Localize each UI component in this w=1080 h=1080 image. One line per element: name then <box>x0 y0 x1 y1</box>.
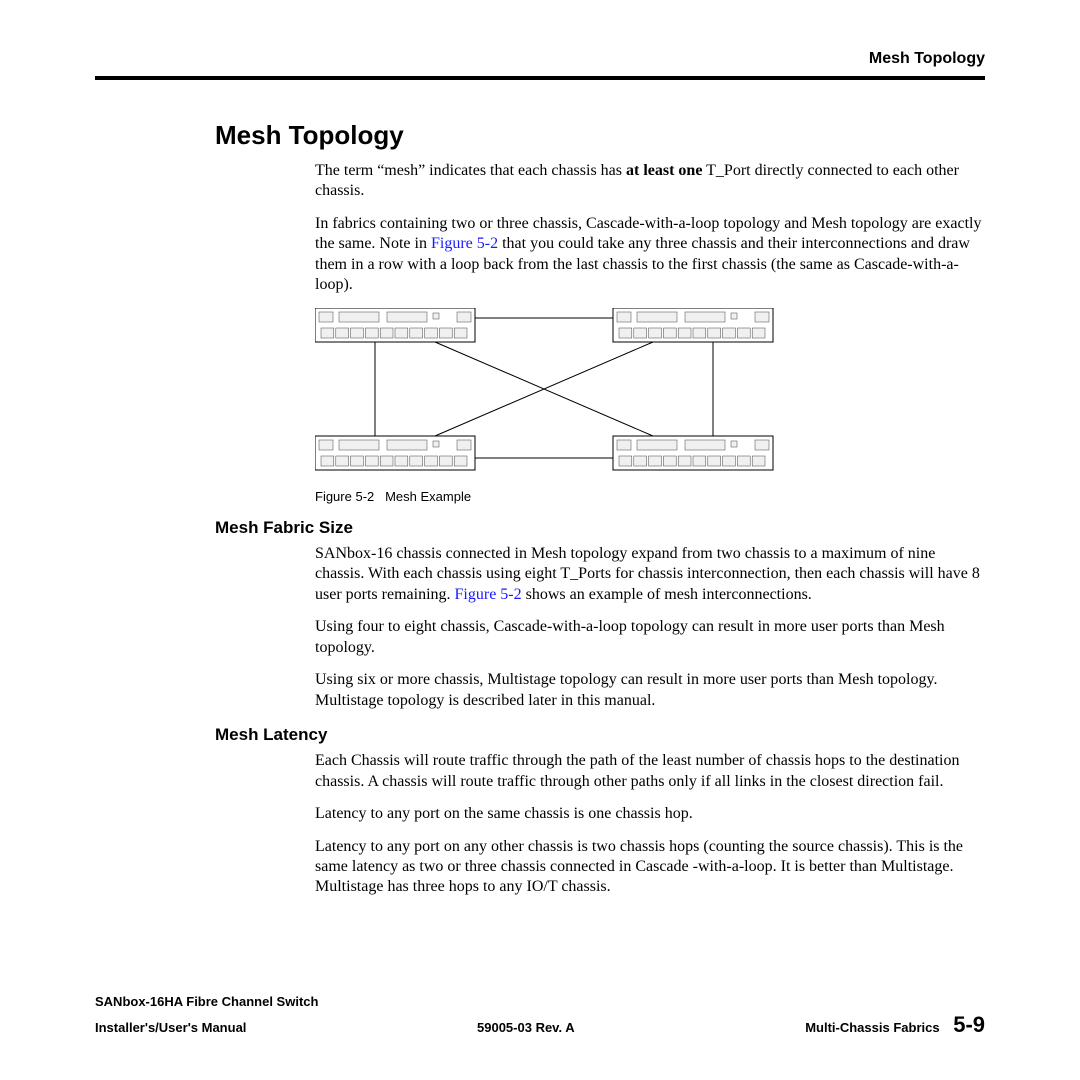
running-head: Mesh Topology <box>95 50 985 76</box>
footer-section: Multi-Chassis Fabrics <box>805 1020 939 1035</box>
footer-manual: Installer's/User's Manual <box>95 1020 246 1035</box>
sec1-p2: Using four to eight chassis, Cascade-wit… <box>315 617 985 658</box>
sec1-p1: SANbox-16 chassis connected in Mesh topo… <box>315 544 985 605</box>
page-title: Mesh Topology <box>215 120 985 151</box>
sec2-p1: Each Chassis will route traffic through … <box>315 751 985 792</box>
sec1-p3: Using six or more chassis, Multistage to… <box>315 670 985 711</box>
section-mesh-fabric-size: Mesh Fabric Size <box>215 518 985 538</box>
figure-caption-label: Figure 5-2 <box>315 489 374 504</box>
intro-p1: The term “mesh” indicates that each chas… <box>315 161 985 202</box>
section-mesh-latency: Mesh Latency <box>215 725 985 745</box>
footer-page-number: 5-9 <box>953 1012 985 1037</box>
sec2-p2: Latency to any port on the same chassis … <box>315 804 985 824</box>
figure-ref-link[interactable]: Figure 5-2 <box>431 235 498 252</box>
sec1-p1-b: shows an example of mesh interconnection… <box>522 586 812 603</box>
sec2-p3: Latency to any port on any other chassis… <box>315 837 985 898</box>
figure-5-2: Figure 5-2 Mesh Example <box>215 308 985 504</box>
figure-caption: Figure 5-2 Mesh Example <box>315 489 985 504</box>
intro-p1-a: The term “mesh” indicates that each chas… <box>315 162 626 179</box>
header-rule <box>95 76 985 80</box>
figure-ref-link-2[interactable]: Figure 5-2 <box>455 586 522 603</box>
intro-p1-bold: at least one <box>626 162 702 179</box>
page-footer: SANbox-16HA Fibre Channel Switch Install… <box>95 994 985 1038</box>
intro-p2: In fabrics containing two or three chass… <box>315 214 985 296</box>
figure-caption-text: Mesh Example <box>385 489 471 504</box>
mesh-diagram <box>315 308 775 478</box>
footer-product: SANbox-16HA Fibre Channel Switch <box>95 994 985 1009</box>
footer-docnum: 59005-03 Rev. A <box>246 1020 805 1035</box>
